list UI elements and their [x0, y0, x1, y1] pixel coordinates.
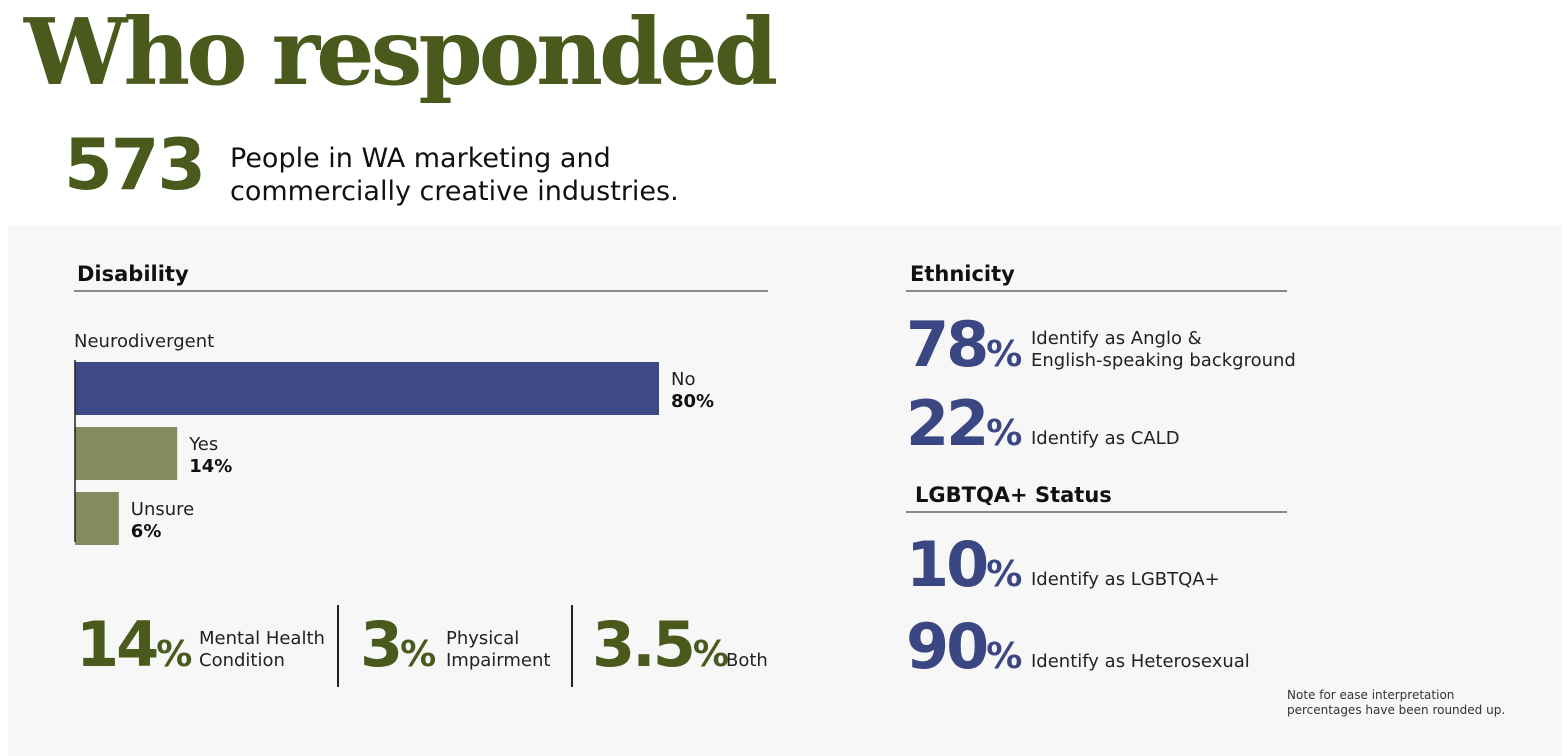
- mental-health-value: 14%: [76, 608, 193, 681]
- cald-label: Identify as CALD: [1031, 428, 1180, 449]
- disability-rule: [74, 290, 768, 292]
- page-title: Who responded: [24, 0, 778, 106]
- bar-category-label: No: [671, 369, 695, 390]
- lgbtqa-rule: [906, 511, 1287, 513]
- bar-unsure: [75, 492, 119, 545]
- mental-health-label: Mental Health Condition: [199, 628, 325, 671]
- lgbtqa-label: Identify as LGBTQA+: [1031, 569, 1220, 590]
- ethnicity-heading: Ethnicity: [910, 262, 1015, 286]
- physical-impairment-value: 3%: [360, 608, 437, 681]
- both-value: 3.5%: [592, 608, 729, 681]
- subtitle-line-1: People in WA marketing and: [230, 143, 611, 174]
- anglo-value: 78%: [906, 308, 1023, 381]
- bar-value-label: 6%: [131, 521, 162, 542]
- respondent-description: People in WA marketing and commercially …: [230, 142, 710, 208]
- anglo-label: Identify as Anglo & English-speaking back…: [1031, 328, 1296, 371]
- chart-title: Neurodivergent: [74, 331, 214, 352]
- bar-yes: [75, 427, 178, 480]
- bar-value-label: 80%: [671, 391, 714, 412]
- heterosexual-label: Identify as Heterosexual: [1031, 651, 1250, 672]
- lgbtqa-value: 10%: [906, 528, 1023, 601]
- stats-panel: [8, 226, 1562, 756]
- bar-value-label: 14%: [189, 456, 232, 477]
- bar-no: [75, 362, 659, 415]
- physical-impairment-label: Physical Impairment: [446, 628, 551, 671]
- cald-value: 22%: [906, 387, 1023, 460]
- divider: [571, 605, 573, 687]
- subtitle-line-2: commercially creative industries.: [230, 176, 679, 207]
- divider: [337, 605, 339, 687]
- ethnicity-rule: [906, 290, 1287, 292]
- bar-category-label: Unsure: [131, 499, 194, 520]
- heterosexual-value: 90%: [906, 610, 1023, 683]
- respondent-count: 573: [64, 124, 206, 206]
- disability-heading: Disability: [77, 262, 189, 286]
- bar-category-label: Yes: [188, 434, 218, 455]
- both-label: Both: [726, 650, 768, 671]
- rounding-note: Note for ease interpretation percentages …: [1287, 688, 1506, 717]
- lgbtqa-heading: LGBTQA+ Status: [915, 483, 1112, 507]
